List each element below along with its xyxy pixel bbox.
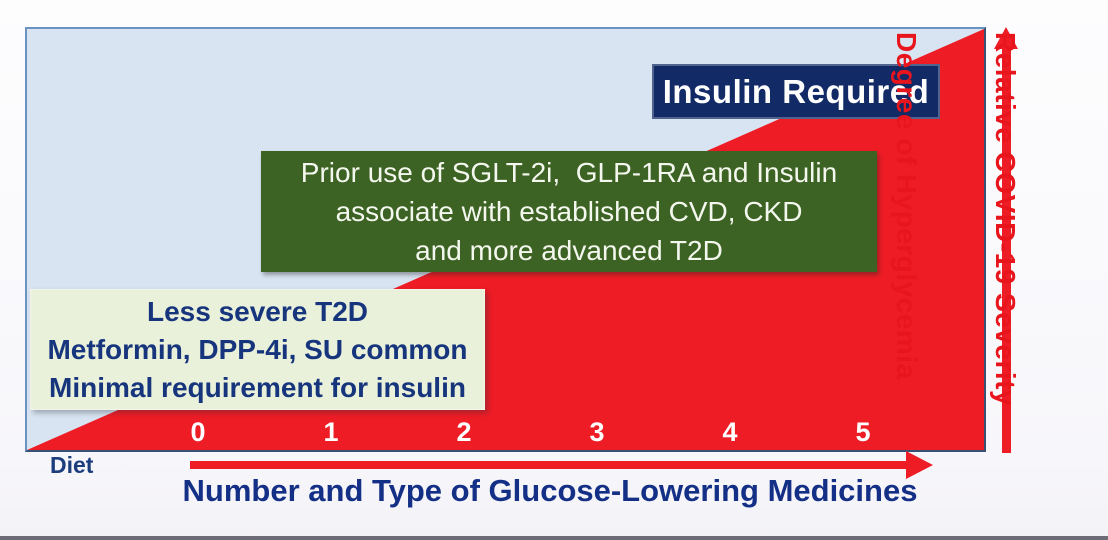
y-axis-title: Relative COVID-19 Severity Degree of Hyp…	[824, 32, 1088, 462]
advanced-t2d-line: and more advanced T2D	[415, 235, 723, 266]
x-tick-3: 3	[589, 417, 605, 447]
advanced-t2d-line: associate with established CVD, CKD	[335, 196, 803, 227]
insulin-required-label: Insulin Required	[662, 72, 930, 110]
diet-label: Diet	[50, 452, 94, 478]
x-tick-0: 0	[190, 417, 206, 447]
less-severe-line: Metformin, DPP-4i, SU common	[47, 333, 468, 365]
x-tick-1: 1	[323, 417, 339, 447]
x-tick-5: 5	[855, 417, 871, 447]
y-axis-line-severity: Relative COVID-19 Severity	[990, 32, 1021, 407]
advanced-t2d-line: Prior use of SGLT-2i, GLP-1RA and Insuli…	[300, 157, 838, 188]
right-arrowhead-icon	[906, 451, 933, 479]
bottom-edge-divider	[0, 536, 1108, 540]
up-arrowhead-icon	[994, 27, 1018, 49]
x-tick-4: 4	[722, 417, 738, 447]
y-axis-line-hyperglycemia: Degree of Hyperglycemia	[891, 32, 922, 380]
x-axis-title: Number and Type of Glucose-Lowering Medi…	[182, 473, 918, 508]
up-arrow-icon	[1002, 46, 1011, 453]
right-arrow-icon	[190, 461, 908, 469]
advanced-t2d-callout: Prior use of SGLT-2i, GLP-1RA and Insuli…	[261, 151, 877, 272]
less-severe-line: Minimal requirement for insulin	[49, 371, 466, 403]
less-severe-t2d-callout: Less severe T2D Metformin, DPP-4i, SU co…	[30, 289, 485, 410]
less-severe-line: Less severe T2D	[146, 295, 369, 327]
x-tick-2: 2	[456, 417, 472, 447]
insulin-required-badge: Insulin Required	[652, 64, 940, 119]
